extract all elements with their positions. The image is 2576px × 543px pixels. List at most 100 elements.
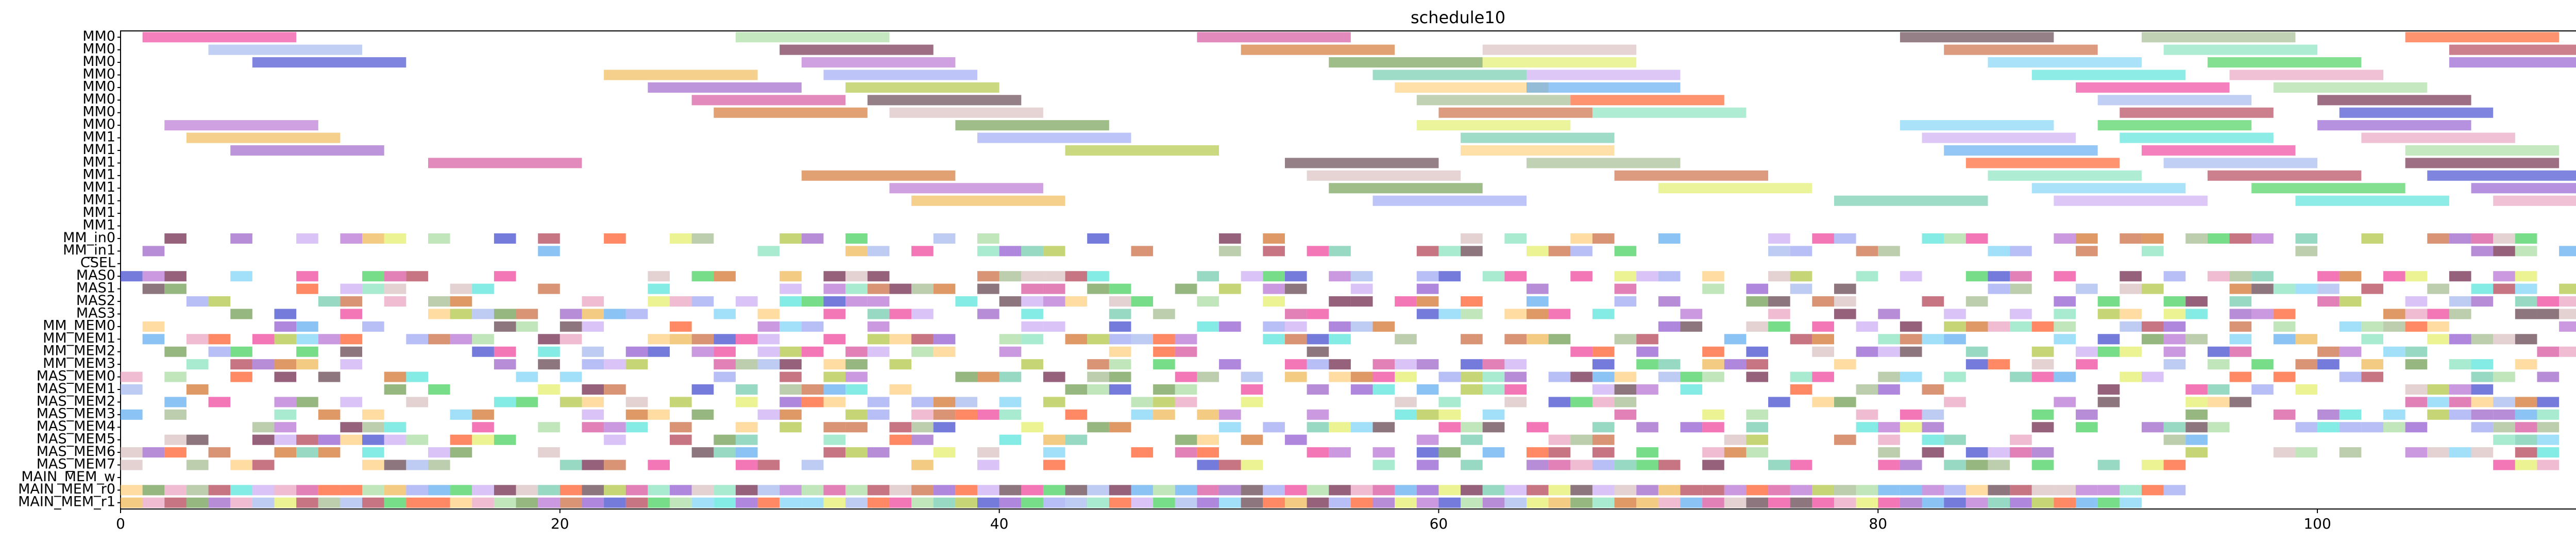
gantt-bar <box>1021 309 1043 319</box>
gantt-bar <box>1329 497 1351 508</box>
gantt-bar <box>955 497 977 508</box>
gantt-bar <box>779 384 802 395</box>
gantt-bar <box>1988 283 2010 294</box>
gantt-bar <box>999 271 1022 282</box>
gantt-bar <box>362 283 384 294</box>
gantt-bar <box>2054 334 2076 345</box>
gantt-bar <box>2163 321 2186 332</box>
y-tick-label: CSEL <box>80 255 115 271</box>
gantt-bar <box>735 334 758 345</box>
gantt-bar <box>1658 359 1681 370</box>
gantt-bar <box>2471 334 2494 345</box>
gantt-bar <box>2537 371 2560 382</box>
y-tick-label: MM_in0 <box>63 230 115 246</box>
gantt-bar <box>121 447 143 458</box>
gantt-bar <box>384 497 406 508</box>
gantt-bar <box>911 195 1065 206</box>
gantt-bar <box>1746 321 1769 332</box>
gantt-bar <box>2163 485 2186 496</box>
gantt-bar <box>340 283 363 294</box>
gantt-bar <box>121 460 143 470</box>
gantt-bar <box>2120 346 2142 357</box>
gantt-bar <box>186 384 209 395</box>
gantt-bar <box>604 422 626 433</box>
gantt-bar <box>757 246 780 257</box>
gantt-bar <box>1307 485 1329 496</box>
gantt-bar <box>1724 334 1747 345</box>
gantt-bar <box>1988 321 2010 332</box>
x-axis-ticks: 0 20 40 60 80 100 <box>116 509 2331 532</box>
gantt-bar <box>1680 422 1703 433</box>
gantt-bar <box>691 95 846 106</box>
gantt-bar <box>1658 321 1681 332</box>
gantt-bar <box>1395 359 1417 370</box>
gantt-bar <box>1109 334 1131 345</box>
gantt-bar <box>867 321 890 332</box>
gantt-bar <box>801 460 824 470</box>
gantt-bar <box>1658 485 1681 496</box>
gantt-bar <box>208 497 231 508</box>
gantt-bar <box>1922 409 1944 420</box>
gantt-bar <box>1461 334 1483 345</box>
gantt-bar <box>1570 246 1592 257</box>
gantt-bar <box>2010 309 2032 319</box>
gantt-bar <box>1021 271 1043 282</box>
gantt-bar <box>2449 271 2471 282</box>
gantt-bar <box>2185 422 2208 433</box>
gantt-bar <box>384 283 406 294</box>
gantt-bar <box>1241 497 1263 508</box>
gantt-bar <box>1461 460 1483 470</box>
gantt-bar <box>1087 384 1109 395</box>
gantt-bar <box>384 271 406 282</box>
gantt-bar <box>801 497 824 508</box>
gantt-bar <box>362 460 384 470</box>
gantt-bar <box>1219 246 1241 257</box>
gantt-bar <box>2185 334 2208 345</box>
gantt-bar <box>1307 497 1329 508</box>
gantt-bar <box>1592 422 1615 433</box>
gantt-bar <box>494 359 516 370</box>
gantt-bar <box>1109 384 1131 395</box>
gantt-bar <box>2163 296 2186 307</box>
gantt-bar <box>494 271 516 282</box>
gantt-bar <box>999 485 1022 496</box>
gantt-bar <box>735 447 758 458</box>
gantt-bar <box>1790 497 1812 508</box>
gantt-bar <box>121 371 143 382</box>
gantt-bar <box>1592 233 1615 244</box>
gantt-bar <box>296 359 318 370</box>
gantt-bar <box>252 485 275 496</box>
gantt-bar <box>2120 309 2142 319</box>
gantt-bar <box>1307 422 1329 433</box>
gantt-bar <box>296 447 318 458</box>
gantt-bar <box>801 485 824 496</box>
gantt-bar <box>1175 434 1197 445</box>
gantt-bar <box>1790 485 1812 496</box>
gantt-bar <box>2317 95 2471 106</box>
gantt-bar <box>604 497 626 508</box>
gantt-bar <box>340 346 363 357</box>
gantt-bar <box>2163 158 2318 168</box>
gantt-bar <box>2251 309 2274 319</box>
gantt-bar <box>1219 497 1241 508</box>
gantt-bar <box>1527 497 1549 508</box>
gantt-bar <box>428 447 450 458</box>
gantt-bar <box>2054 296 2076 307</box>
gantt-bar <box>2273 82 2428 93</box>
gantt-bar <box>1416 359 1439 370</box>
gantt-bar <box>296 283 318 294</box>
gantt-bar <box>1636 359 1658 370</box>
gantt-bar <box>274 359 297 370</box>
gantt-bar <box>1109 321 1131 332</box>
gantt-bar <box>2361 233 2383 244</box>
gantt-bar <box>538 334 560 345</box>
gantt-bar <box>1636 422 1658 433</box>
gantt-bar <box>208 334 231 345</box>
gantt-bar <box>1395 296 1417 307</box>
gantt-bar <box>735 434 758 445</box>
gantt-bar <box>1241 271 1263 282</box>
gantt-bar <box>2471 233 2494 244</box>
gantt-bar <box>999 434 1022 445</box>
gantt-bar <box>1438 371 1461 382</box>
gantt-bar <box>2054 485 2076 496</box>
